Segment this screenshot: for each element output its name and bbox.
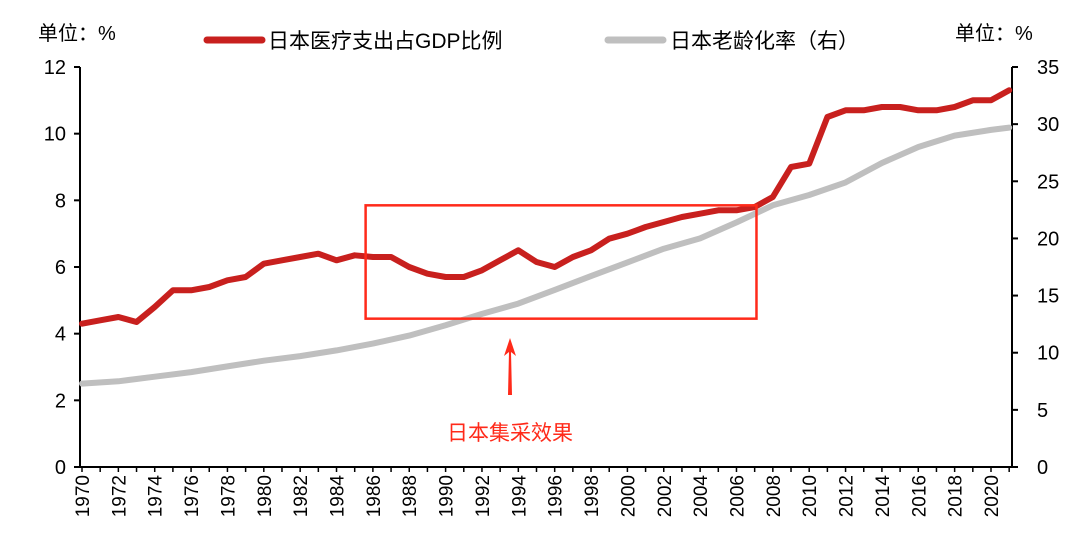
- x-tick-label: 1978: [218, 475, 239, 517]
- arrow-up-icon: [504, 338, 516, 395]
- right-y-tick-label: 0: [1037, 457, 1048, 479]
- right-y-tick-label: 35: [1037, 57, 1059, 79]
- x-tick-label: 2016: [909, 475, 930, 517]
- x-tick-label: 2020: [982, 475, 1003, 517]
- right-y-tick-label: 5: [1037, 400, 1048, 422]
- left-y-tick-label: 6: [55, 257, 66, 279]
- x-tick-label: 2008: [764, 475, 785, 517]
- x-tick-label: 2006: [727, 475, 748, 517]
- annotation-label: 日本集采效果: [447, 422, 573, 445]
- x-tick-label: 1970: [73, 475, 94, 517]
- x-tick-label: 1974: [146, 475, 167, 518]
- x-tick-label: 1984: [328, 475, 349, 518]
- x-tick-label: 2002: [655, 475, 676, 517]
- right-y-tick-label: 30: [1037, 114, 1059, 136]
- x-tick-label: 2000: [618, 475, 639, 517]
- left-unit-label: 单位：%: [38, 22, 116, 45]
- x-tick-label: 2018: [946, 475, 967, 517]
- left-y-tick-label: 2: [55, 390, 66, 412]
- x-tick-label: 1982: [291, 475, 312, 517]
- left-y-tick-label: 12: [44, 57, 66, 79]
- x-tick-label: 2004: [691, 475, 712, 518]
- x-tick-label: 2012: [837, 475, 858, 517]
- x-tick-label: 1986: [364, 475, 385, 517]
- right-y-tick-label: 10: [1037, 343, 1059, 365]
- x-tick-label: 1996: [546, 475, 567, 517]
- left-y-tick-label: 8: [55, 190, 66, 212]
- x-tick-label: 1980: [255, 475, 276, 517]
- x-tick-label: 1992: [473, 475, 494, 517]
- right-y-tick-label: 20: [1037, 228, 1059, 250]
- left-y-tick-label: 4: [55, 324, 66, 346]
- legend-label-medical: 日本医疗支出占GDP比例: [268, 30, 503, 53]
- right-unit-label: 单位：%: [955, 22, 1033, 45]
- x-tick-label: 1972: [109, 475, 130, 517]
- x-tick-label: 2014: [873, 475, 894, 518]
- aging-rate-line: [82, 128, 1009, 384]
- legend: 日本医疗支出占GDP比例 日本老龄化率（右）: [207, 30, 859, 53]
- x-tick-label: 1998: [582, 475, 603, 517]
- x-tick-label: 1994: [509, 475, 530, 518]
- x-tick-label: 1990: [437, 475, 458, 517]
- x-tick-label: 2010: [800, 475, 821, 517]
- left-y-tick-label: 10: [44, 124, 66, 146]
- right-y-tick-label: 15: [1037, 286, 1059, 308]
- right-y-tick-label: 25: [1037, 171, 1059, 193]
- series-lines: [82, 90, 1009, 383]
- x-tick-label: 1988: [400, 475, 421, 517]
- left-y-tick-label: 0: [55, 457, 66, 479]
- legend-label-aging: 日本老龄化率（右）: [670, 30, 859, 53]
- medical-spending-line: [82, 90, 1009, 323]
- x-tick-label: 1976: [182, 475, 203, 517]
